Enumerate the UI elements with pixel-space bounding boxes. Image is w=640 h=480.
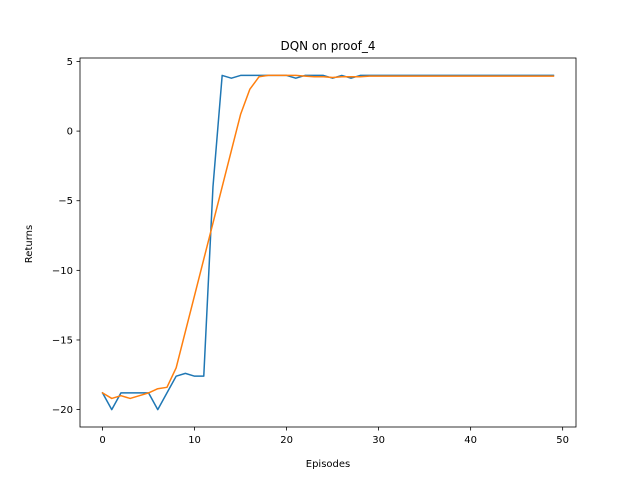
y-tick-label: −20 xyxy=(52,405,73,416)
x-tick-label: 30 xyxy=(372,435,385,446)
chart-title: DQN on proof_4 xyxy=(280,39,375,53)
x-tick-label: 40 xyxy=(464,435,477,446)
x-tick-label: 20 xyxy=(280,435,293,446)
plot-area xyxy=(79,57,577,428)
y-tick-label: −10 xyxy=(52,266,73,277)
y-axis: −20 −15 −10 −5 0 5 xyxy=(52,57,80,416)
x-axis: 0 10 20 30 40 50 xyxy=(99,427,569,446)
y-tick-label: −15 xyxy=(52,335,73,346)
y-tick-label: 0 xyxy=(67,127,73,138)
x-tick-label: 10 xyxy=(188,435,201,446)
x-tick-label: 50 xyxy=(556,435,569,446)
y-axis-title: Returns xyxy=(24,225,35,263)
series-line-2 xyxy=(101,74,555,400)
y-tick-label: 5 xyxy=(67,57,73,68)
x-tick-label: 0 xyxy=(99,435,105,446)
plot-frame xyxy=(79,57,577,428)
x-axis-title: Episodes xyxy=(306,459,350,470)
y-tick-label: −5 xyxy=(58,196,73,207)
